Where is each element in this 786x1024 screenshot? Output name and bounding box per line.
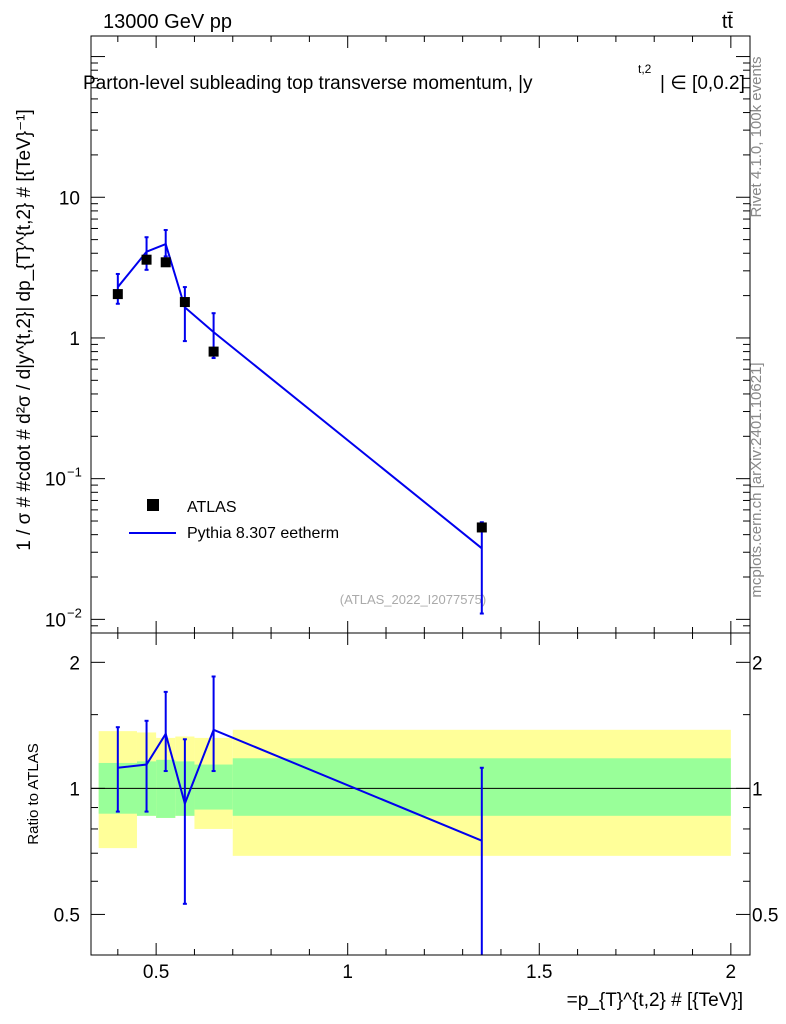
mc-line xyxy=(117,242,483,550)
legend-marker-data xyxy=(147,499,159,511)
ratio-y-tick-label-right: 2 xyxy=(752,653,763,674)
x-tick-label: 1 xyxy=(342,962,353,983)
main-y-tick-exponent: −1 xyxy=(67,465,82,480)
main-y-axis-label-text: 1 / σ # #cdot # d²σ / d|y^{t,2}| dp_{T}^… xyxy=(14,109,35,550)
legend: ATLAS Pythia 8.307 eetherm xyxy=(129,499,339,542)
ratio-line xyxy=(117,728,483,842)
ratio-y-tick-label-right: 0.5 xyxy=(752,905,778,926)
data-point xyxy=(476,522,487,533)
main-y-tick-label: 10 xyxy=(45,470,66,491)
data-point xyxy=(141,254,152,265)
ratio-frame xyxy=(90,632,751,956)
ratio-y-tick-label-left: 0.5 xyxy=(54,905,80,926)
x-tick-labels: 0.5 1 1.5 2 xyxy=(143,962,736,983)
analysis-watermark: (ATLAS_2022_I2077575) xyxy=(340,592,486,607)
x-tick-label: 0.5 xyxy=(143,962,169,983)
uncertainty-band-inner xyxy=(156,759,176,818)
mcplots-info: mcplots.cern.ch [arXiv:2401.10621] xyxy=(748,362,765,597)
main-y-tick-label: 1 xyxy=(69,329,80,350)
main-y-axis-label: 1 / σ # #cdot # d²σ / d|y^{t,2}| dp_{T}^… xyxy=(14,109,35,550)
data-point xyxy=(112,289,123,300)
uncertainty-band-inner xyxy=(194,764,233,810)
title-tail-text: | ∈ [0,0.2] xyxy=(660,73,745,94)
main-y-tick-label: 10 xyxy=(59,188,80,209)
ratio-bands xyxy=(98,729,731,856)
data-point xyxy=(208,346,219,357)
ratio-y-tick-label-left: 1 xyxy=(69,779,80,800)
energy-label: 13000 GeV pp xyxy=(103,11,232,33)
main-title: Parton-level subleading top transverse m… xyxy=(83,62,745,94)
x-axis-label: =p_{T}^{t,2} # [{TeV}] xyxy=(567,990,743,1011)
title-main-text: Parton-level subleading top transverse m… xyxy=(83,73,533,94)
ratio-panel: 0.5 0.5 1 1 2 2 0.5 1 1.5 2 xyxy=(54,632,779,983)
ratio-y-tick-labels: 0.5 0.5 1 1 2 2 xyxy=(54,653,779,926)
process-label: tt̄ xyxy=(722,11,734,33)
title-superscript: t,2 xyxy=(638,62,652,76)
rivet-info: Rivet 4.1.0, 100k events xyxy=(748,57,765,218)
mc-series xyxy=(115,229,484,615)
ratio-series xyxy=(115,675,484,955)
ratio-y-axis-label: Ratio to ATLAS xyxy=(25,743,42,844)
data-point xyxy=(160,257,171,268)
main-y-tick-exponent: −2 xyxy=(67,605,82,620)
main-y-tick-label: 10 xyxy=(45,610,66,631)
main-ticks xyxy=(91,36,750,634)
x-tick-label: 2 xyxy=(726,962,737,983)
legend-label-data: ATLAS xyxy=(187,499,237,516)
data-series xyxy=(112,254,487,533)
main-frame xyxy=(90,35,751,634)
legend-label-mc: Pythia 8.307 eetherm xyxy=(187,525,339,542)
x-tick-label: 1.5 xyxy=(526,962,552,983)
ratio-y-tick-label-left: 2 xyxy=(69,653,80,674)
ratio-y-tick-label-right: 1 xyxy=(752,779,763,800)
data-point xyxy=(179,297,190,308)
ratio-ticks xyxy=(91,633,750,956)
